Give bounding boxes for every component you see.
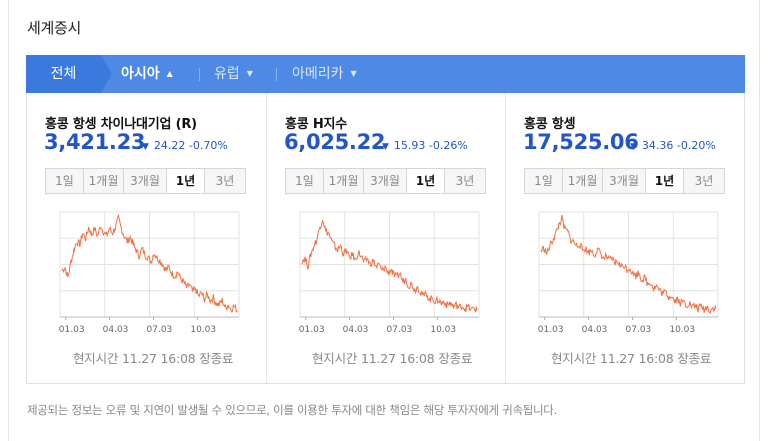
tab-all[interactable]: 전체 — [26, 55, 101, 93]
period-option[interactable]: 3년 — [445, 169, 485, 193]
tab-europe-label: 유럽 — [214, 66, 240, 82]
period-option[interactable]: 3년 — [684, 169, 724, 193]
x-tick-label: 04.03 — [103, 325, 129, 335]
tab-all-arrow — [101, 55, 112, 93]
price-line — [540, 214, 717, 315]
price-line — [301, 219, 478, 313]
down-arrow-icon: ▼ — [382, 142, 389, 152]
period-option[interactable]: 1년 — [646, 169, 684, 193]
period-option[interactable]: 3년 — [205, 169, 245, 193]
market-time: 현지시간 11.27 16:08 장종료 — [73, 351, 234, 366]
index-change-text: 24.22 -0.70% — [153, 139, 228, 152]
x-tick-label: 07.03 — [387, 325, 413, 335]
index-change: ▼ 15.93 -0.26% — [382, 139, 468, 152]
disclaimer: 제공되는 정보는 오류 및 지연이 발생될 수 있으므로, 이를 이용한 투자에… — [27, 403, 557, 417]
index-chart: 01.03 04.03 07.03 10.03 — [59, 211, 240, 335]
tab-asia[interactable]: 아시아 ▲ — [121, 55, 173, 93]
index-change: ▼ 34.36 -0.20% — [630, 139, 716, 152]
region-tabbar: 전체 아시아 ▲ 유럽 ▼ 아메리카 ▼ — [26, 55, 745, 93]
caret-down-icon: ▼ — [350, 69, 357, 78]
period-option[interactable]: 1일 — [286, 169, 324, 193]
period-selector: 1일 1개월 3개월 1년 3년 — [45, 168, 246, 194]
x-tick-label: 04.03 — [582, 325, 608, 335]
index-change-text: 34.36 -0.20% — [641, 139, 716, 152]
x-tick-label: 01.03 — [299, 325, 325, 335]
x-tick-label: 04.03 — [343, 325, 369, 335]
period-option[interactable]: 1개월 — [563, 169, 603, 193]
x-tick-label: 07.03 — [147, 325, 173, 335]
tab-americas-label: 아메리카 — [292, 66, 344, 82]
tab-europe[interactable]: 유럽 ▼ — [214, 55, 253, 93]
period-option[interactable]: 3개월 — [124, 169, 167, 193]
tab-americas[interactable]: 아메리카 ▼ — [292, 55, 357, 93]
period-option[interactable]: 1년 — [167, 169, 205, 193]
x-tick-label: 01.03 — [59, 325, 85, 335]
tab-divider — [276, 68, 277, 81]
period-option[interactable]: 1개월 — [324, 169, 364, 193]
index-panels: 홍콩 항셍 차이나대기업 (R) 3,421.23 ▼ 24.22 -0.70% … — [26, 93, 745, 384]
index-chart: 01.03 04.03 07.03 10.03 — [299, 211, 480, 335]
x-tick-label: 07.03 — [626, 325, 652, 335]
tab-divider — [199, 68, 200, 81]
index-panel: 홍콩 항셍 차이나대기업 (R) 3,421.23 ▼ 24.22 -0.70% … — [27, 93, 266, 383]
index-change-text: 15.93 -0.26% — [393, 139, 468, 152]
widget-title: 세계증시 — [27, 19, 82, 37]
caret-up-icon: ▲ — [166, 69, 173, 78]
period-option[interactable]: 1일 — [46, 169, 84, 193]
price-line — [61, 213, 238, 313]
x-tick-label: 10.03 — [430, 325, 456, 335]
period-option[interactable]: 1일 — [525, 169, 563, 193]
period-option[interactable]: 1년 — [407, 169, 445, 193]
x-tick-label: 10.03 — [669, 325, 695, 335]
index-panel: 홍콩 항셍 17,525.06 ▼ 34.36 -0.20% 1일 1개월 3개월 1년… — [505, 93, 744, 383]
x-tick-label: 10.03 — [190, 325, 216, 335]
index-name[interactable]: 홍콩 항셍 차이나대기업 (R) — [45, 117, 197, 132]
tab-asia-label: 아시아 — [121, 66, 160, 82]
caret-down-icon: ▼ — [246, 69, 253, 78]
period-option[interactable]: 3개월 — [603, 169, 646, 193]
market-time: 현지시간 11.27 16:08 장종료 — [312, 351, 473, 366]
index-change: ▼ 24.22 -0.70% — [142, 139, 228, 152]
market-time: 현지시간 11.27 16:08 장종료 — [551, 351, 712, 366]
index-name[interactable]: 홍콩 H지수 — [285, 117, 348, 132]
index-name[interactable]: 홍콩 항셍 — [524, 117, 576, 132]
index-chart: 01.03 04.03 07.03 10.03 — [538, 211, 719, 335]
index-value: 17,525.06 — [523, 130, 639, 154]
index-panel: 홍콩 H지수 6,025.22 ▼ 15.93 -0.26% 1일 1개월 3개월 1년… — [266, 93, 505, 383]
period-option[interactable]: 1개월 — [84, 169, 124, 193]
index-value: 6,025.22 — [284, 130, 386, 154]
down-arrow-icon: ▼ — [142, 142, 149, 152]
period-option[interactable]: 3개월 — [364, 169, 407, 193]
index-value: 3,421.23 — [44, 130, 146, 154]
down-arrow-icon: ▼ — [630, 142, 637, 152]
period-selector: 1일 1개월 3개월 1년 3년 — [285, 168, 486, 194]
period-selector: 1일 1개월 3개월 1년 3년 — [524, 168, 725, 194]
x-tick-label: 01.03 — [538, 325, 564, 335]
